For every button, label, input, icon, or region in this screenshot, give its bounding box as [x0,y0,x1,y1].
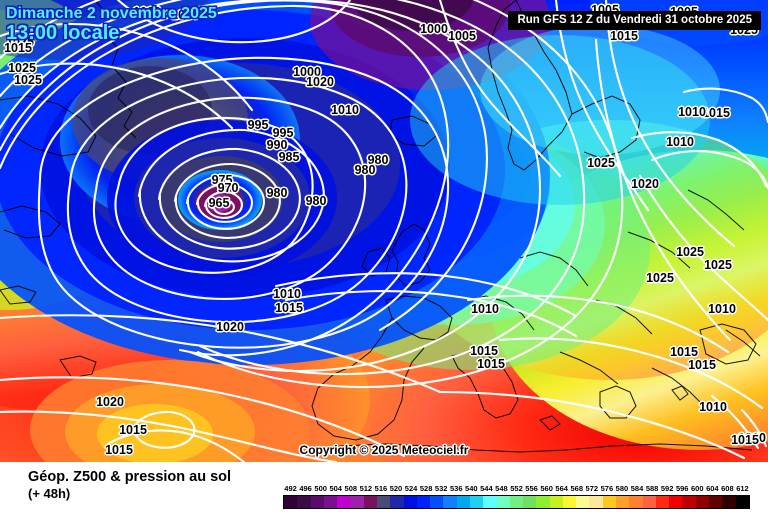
color-scale-tick-label: 508 [344,484,358,493]
color-scale-ticks: 492 496 500 504 508 512 516 520 524 528 532 536 540 5… [283,484,750,495]
color-scale-tick-label: 604 [706,484,719,493]
color-swatch [509,496,524,508]
color-scale-bar [283,495,750,509]
copyright-notice: Copyright © 2025 Meteociel.fr [299,443,469,457]
color-scale-tick-label: 560 [540,484,553,493]
color-swatch [642,496,656,508]
legend-title-block: Géop. Z500 & pression au sol (+ 48h) [28,468,231,502]
color-scale-tick-label: 584 [630,484,644,493]
model-run-info: Run GFS 12 Z du Vendredi 31 octobre 2025 [508,11,761,30]
color-swatch [496,496,510,508]
color-swatch [669,496,683,508]
color-scale-tick-label: 540 [465,484,478,493]
color-scale-tick-label: 516 [374,484,388,493]
color-swatch [616,496,630,508]
color-swatch [722,496,736,508]
color-swatch [456,496,470,508]
color-swatch [655,496,670,508]
color-swatch [337,496,351,508]
color-swatch [735,496,749,508]
legend-subtitle-text: (+ 48h) [28,486,71,502]
legend-title-text: Géop. Z500 & pression au sol [28,469,232,485]
color-swatch [549,496,563,508]
weather-map[interactable]: 1005100010051005102510151025101510251025… [0,0,768,462]
color-swatch [350,496,364,508]
color-swatch [589,496,603,508]
color-swatch [416,496,431,508]
color-scale-tick-label: 568 [570,484,584,493]
color-scale-tick-label: 556 [525,484,538,493]
color-swatch [562,496,577,508]
color-scale-tick-label: 544 [480,484,493,493]
color-swatch [576,496,590,508]
color-scale-tick-label: 528 [419,484,433,493]
color-scale-tick-label: 536 [449,484,463,493]
color-swatch [284,496,298,508]
color-swatch [483,496,497,508]
color-scale-tick-label: 580 [615,484,629,493]
color-swatch [430,496,444,508]
legend-panel: Géop. Z500 & pression au sol (+ 48h) 492… [0,462,768,512]
color-swatch [682,496,696,508]
color-scale-tick-label: 504 [329,484,342,493]
color-swatch [310,496,324,508]
color-scale-tick-label: 492 [284,484,297,493]
color-swatch [323,496,338,508]
color-scale-tick-label: 572 [585,484,599,493]
color-swatch [602,496,617,508]
color-scale-tick-label: 520 [389,484,403,493]
color-swatch [695,496,709,508]
color-swatch [376,496,391,508]
color-swatch [469,496,484,508]
map-canvas [0,0,768,462]
color-scale-tick-label: 576 [600,484,614,493]
color-swatch [443,496,457,508]
color-scale-tick-label: 596 [675,484,689,493]
color-swatch [363,496,377,508]
color-scale-tick-label: 588 [645,484,659,493]
color-scale-tick-label: 496 [299,484,312,493]
color-scale-tick-label: 548 [495,484,508,493]
color-swatch [390,496,404,508]
color-scale-tick-label: 512 [359,484,373,493]
color-scale-tick-label: 608 [721,484,734,493]
color-scale-tick-label: 552 [510,484,523,493]
color-scale-tick-label: 500 [314,484,327,493]
color-swatch [709,496,723,508]
color-scale-tick-label: 524 [404,484,418,493]
color-swatch [629,496,643,508]
color-scale-tick-label: 612 [736,484,749,493]
color-scale-tick-label: 592 [660,484,674,493]
color-swatch [523,496,537,508]
color-swatch [403,496,417,508]
color-scale-tick-label: 532 [434,484,448,493]
color-scale: 492 496 500 504 508 512 516 520 524 528 532 536 540 5… [283,484,750,512]
color-swatch [536,496,550,508]
color-scale-tick-label: 600 [691,484,704,493]
color-swatch [297,496,311,508]
isobars [0,0,768,462]
color-scale-tick-label: 564 [555,484,568,493]
